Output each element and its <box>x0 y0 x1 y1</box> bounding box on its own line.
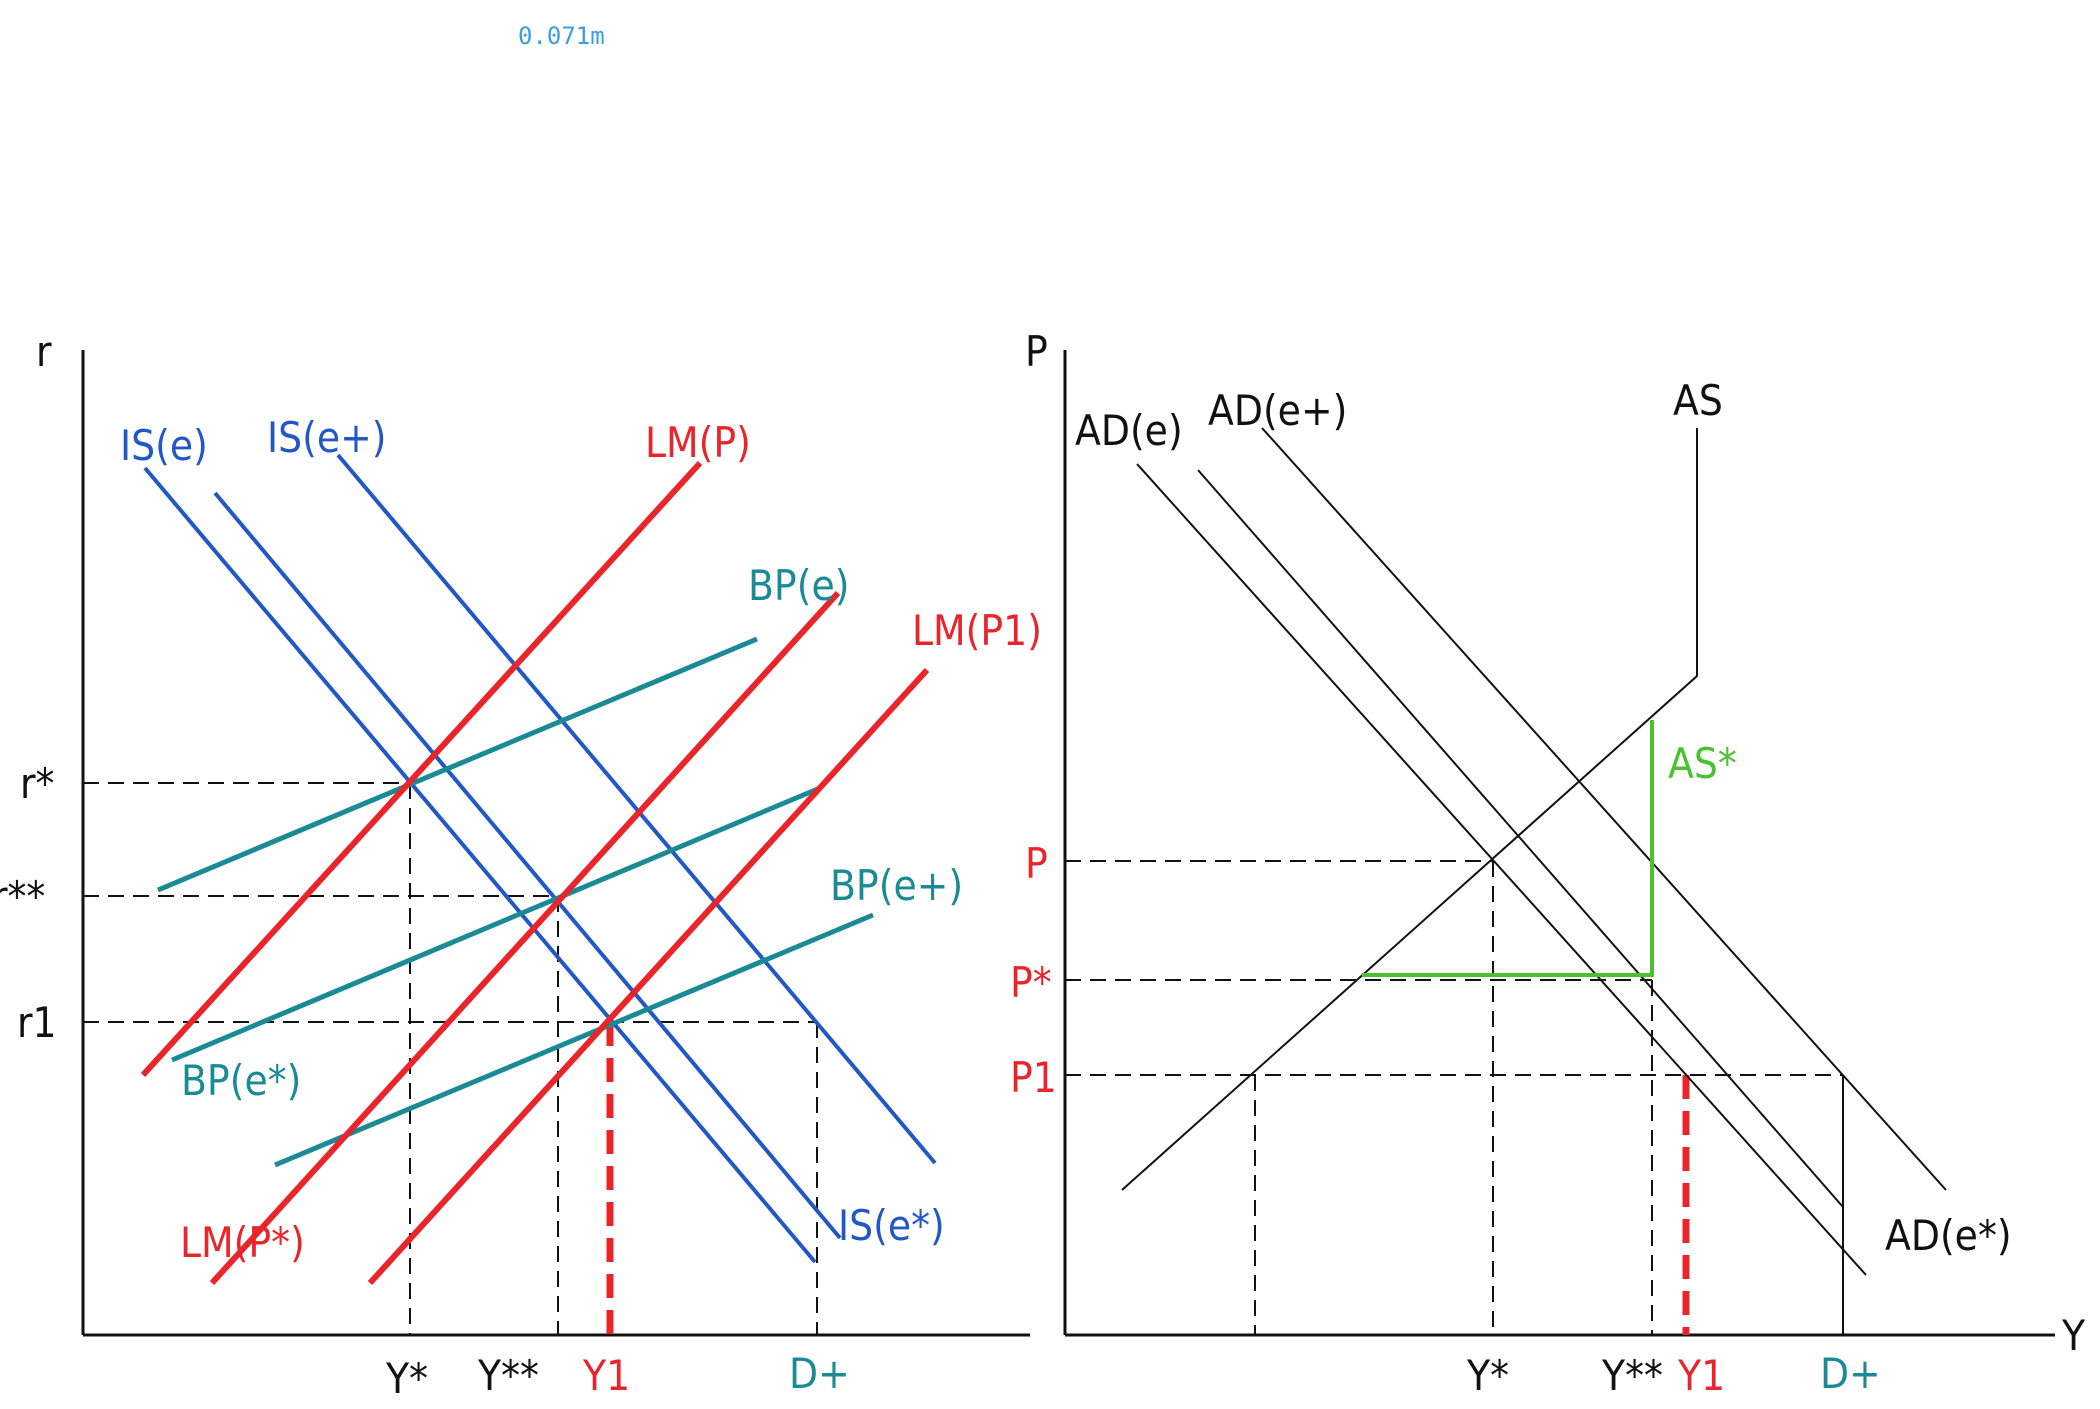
label-bp-e-star: BP(e*) <box>181 1056 301 1105</box>
label-lm-p: LM(P) <box>645 418 751 467</box>
lm-p-curve <box>140 460 703 1078</box>
right-axis-label-p: P <box>1025 327 1048 376</box>
label-ad-e-star: AD(e*) <box>1885 1211 2012 1260</box>
as-star-curve <box>1362 720 1654 977</box>
tick-y1: Y1 <box>582 1351 630 1400</box>
label-lm-p1: LM(P1) <box>912 606 1042 655</box>
right-panel: P Y AD(e) AD(e+) AD(e*) AS AS* P <box>1010 327 2086 1400</box>
label-lm-p-star: LM(P*) <box>180 1218 305 1267</box>
label-as-star: AS* <box>1668 739 1737 788</box>
right-guide-lines <box>1065 860 1843 1335</box>
tick-p-star: P* <box>1010 958 1052 1007</box>
is-e-star-curve <box>213 491 842 1240</box>
label-ad-e: AD(e) <box>1075 406 1183 455</box>
is-curves <box>143 453 937 1264</box>
label-as: AS <box>1673 376 1723 425</box>
tick-p1: P1 <box>1010 1053 1057 1102</box>
lm-p-star-curve <box>209 590 841 1286</box>
ad-curves <box>1136 427 1947 1276</box>
tick-y-double-star: Y** <box>477 1351 539 1400</box>
label-bp-e-plus: BP(e+) <box>830 861 963 910</box>
lm-p1-curve <box>367 667 930 1286</box>
tick-r-double-star: r** <box>0 872 45 921</box>
right-axis-label-y: Y <box>2061 1311 2086 1360</box>
tick-y-star: Y* <box>385 1354 428 1403</box>
ad-e-curve <box>1136 463 1867 1276</box>
left-axis-label-r: r <box>36 327 52 376</box>
ad-e-star-curve <box>1197 469 1844 1208</box>
tick-r-star: r* <box>20 759 54 808</box>
scale-note: 0.071m <box>518 22 605 50</box>
bp-e-star-curve <box>171 785 821 1063</box>
label-ad-e-plus: AD(e+) <box>1208 386 1347 435</box>
as-curve <box>1121 428 1698 1191</box>
tick-d-plus-right: D+ <box>1820 1349 1881 1398</box>
is-e-curve <box>143 466 817 1264</box>
tick-y-double-star-right: Y** <box>1601 1351 1663 1400</box>
label-is-e: IS(e) <box>120 421 208 470</box>
label-bp-e: BP(e) <box>748 561 849 610</box>
tick-p: P <box>1025 839 1048 888</box>
tick-d-plus: D+ <box>789 1349 850 1398</box>
bp-e-plus-curve <box>274 912 874 1168</box>
tick-r1: r1 <box>17 998 57 1047</box>
tick-y-star-right: Y* <box>1466 1351 1509 1400</box>
left-panel: r IS(e) IS(e <box>0 327 1042 1403</box>
label-is-e-star: IS(e*) <box>838 1201 945 1250</box>
is-e-plus-curve <box>336 453 937 1165</box>
bp-e-curve <box>157 636 758 893</box>
bp-curves <box>157 636 874 1168</box>
lm-curves <box>140 460 930 1286</box>
label-is-e-plus: IS(e+) <box>267 413 387 462</box>
ad-e-plus-curve <box>1261 427 1947 1191</box>
tick-y1-right: Y1 <box>1677 1351 1725 1400</box>
